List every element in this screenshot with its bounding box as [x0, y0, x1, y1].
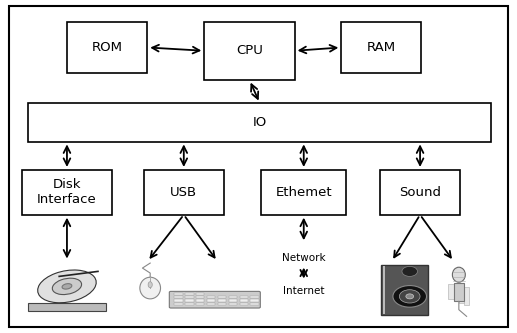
Text: USB: USB: [170, 186, 197, 199]
Bar: [28, 103, 491, 142]
Bar: [454, 283, 464, 301]
Text: Disk
Interface: Disk Interface: [37, 178, 97, 206]
Bar: [207, 303, 216, 305]
Bar: [448, 284, 454, 299]
Bar: [175, 299, 183, 302]
Bar: [186, 293, 194, 295]
Bar: [175, 296, 183, 298]
Bar: [218, 299, 226, 302]
Bar: [67, 22, 147, 73]
Bar: [207, 296, 216, 298]
Bar: [186, 303, 194, 305]
Ellipse shape: [406, 294, 414, 299]
Bar: [144, 170, 224, 215]
Bar: [196, 303, 205, 305]
Bar: [229, 303, 237, 305]
Bar: [240, 303, 248, 305]
Bar: [251, 296, 259, 298]
Bar: [175, 293, 183, 295]
Bar: [186, 299, 194, 302]
Ellipse shape: [393, 286, 427, 307]
Bar: [186, 296, 194, 298]
Bar: [229, 296, 237, 298]
Text: IO: IO: [253, 116, 267, 129]
Bar: [240, 296, 248, 298]
Bar: [229, 299, 237, 302]
Bar: [341, 22, 421, 73]
Bar: [196, 296, 205, 298]
Bar: [196, 299, 205, 302]
Bar: [218, 296, 226, 298]
Bar: [22, 170, 112, 215]
Text: Sound: Sound: [399, 186, 441, 199]
Text: CPU: CPU: [236, 44, 263, 57]
FancyBboxPatch shape: [170, 291, 261, 308]
Bar: [261, 170, 346, 215]
Bar: [204, 22, 295, 80]
Bar: [459, 286, 464, 303]
Bar: [218, 303, 226, 305]
Text: Ethemet: Ethemet: [276, 186, 332, 199]
Text: ROM: ROM: [92, 41, 123, 54]
Bar: [251, 299, 259, 302]
Ellipse shape: [38, 270, 96, 303]
Ellipse shape: [148, 282, 153, 288]
Bar: [454, 285, 459, 301]
Bar: [240, 299, 248, 302]
Bar: [28, 303, 106, 311]
Bar: [196, 293, 205, 295]
Ellipse shape: [402, 266, 417, 276]
Ellipse shape: [140, 277, 160, 299]
Bar: [380, 170, 460, 215]
Text: Internet: Internet: [283, 286, 325, 296]
Ellipse shape: [399, 290, 420, 303]
Ellipse shape: [452, 267, 465, 282]
Bar: [175, 303, 183, 305]
Bar: [383, 266, 385, 314]
Text: Network: Network: [282, 253, 326, 263]
Ellipse shape: [52, 278, 82, 295]
Bar: [464, 287, 469, 305]
Text: RAM: RAM: [367, 41, 396, 54]
Ellipse shape: [62, 284, 72, 289]
Bar: [381, 265, 428, 315]
Bar: [251, 303, 259, 305]
Bar: [207, 299, 216, 302]
